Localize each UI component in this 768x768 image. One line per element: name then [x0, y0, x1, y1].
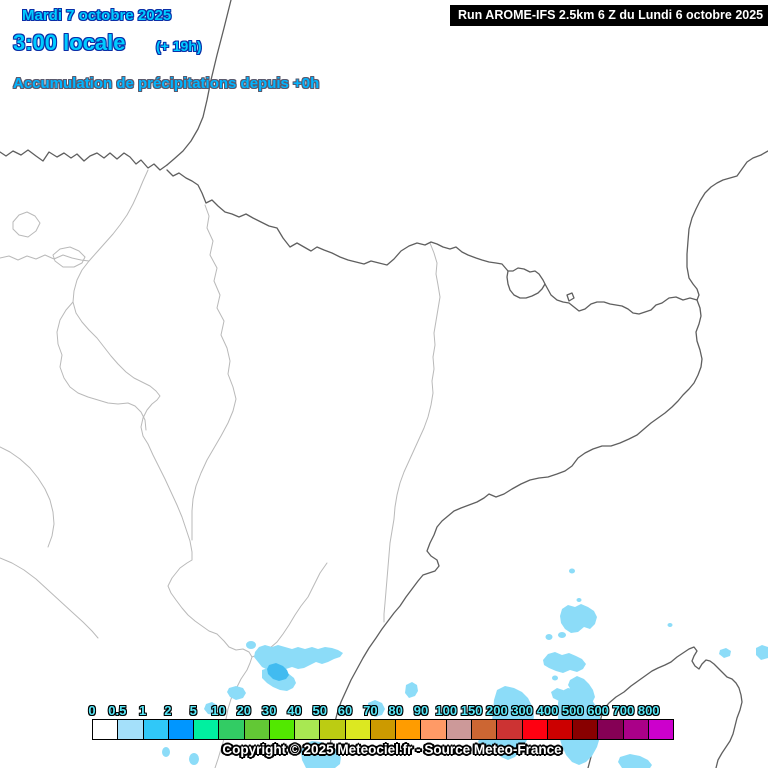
- legend-tick-1: 1: [138, 703, 147, 718]
- legend-tick-20: 20: [236, 703, 252, 718]
- legend-tick-800: 800: [637, 703, 660, 718]
- legend-swatch-500: [572, 719, 599, 740]
- legend-swatch-70: [369, 719, 397, 740]
- legend-swatch-150: [470, 719, 498, 740]
- legend-swatch-600: [597, 719, 624, 740]
- legend-tick-0.5: 0.5: [108, 703, 127, 718]
- copyright-label: Copyright © 2025 Meteociel.fr - Source M…: [222, 742, 562, 757]
- legend-tick-80: 80: [388, 703, 403, 718]
- legend-swatch-row: [92, 719, 675, 740]
- legend-label-row: 0 0.5 1 2 5 10 20 30 40 50 60 70 80 90 100 150 200 300 400…: [88, 703, 674, 718]
- model-run-banner: Run AROME-IFS 2.5km 6 Z du Lundi 6 octob…: [450, 5, 768, 26]
- legend-swatch-5: [193, 719, 220, 740]
- legend-swatch-100: [445, 719, 472, 740]
- legend-tick-0: 0: [88, 703, 96, 718]
- legend-swatch-200: [496, 719, 523, 740]
- legend-swatch-40: [294, 719, 321, 740]
- local-time-label: 3:00 locale: [13, 30, 126, 55]
- parameter-title: Accumulation de précipitations depuis +0…: [13, 75, 320, 92]
- legend-swatch-60: [344, 719, 371, 740]
- legend-tick-70: 70: [363, 703, 378, 718]
- legend-tick-50: 50: [312, 703, 327, 718]
- legend-tick-90: 90: [413, 703, 429, 718]
- legend-swatch-1: [142, 719, 169, 740]
- legend-swatch-30: [268, 719, 296, 740]
- legend-tick-700: 700: [612, 703, 635, 718]
- legend-swatch-2: [167, 719, 195, 740]
- legend-swatch-80: [395, 719, 422, 740]
- legend-tick-600: 600: [587, 703, 609, 718]
- legend-tick-100: 100: [435, 703, 458, 718]
- legend-tick-30: 30: [261, 703, 277, 718]
- forecast-offset-label: (+ 19h): [156, 38, 202, 54]
- legend-tick-150: 150: [460, 703, 483, 718]
- precipitation-legend: 0 0.5 1 2 5 10 20 30 40 50 60 70 80 90 100 150 200 300 400…: [88, 703, 675, 740]
- legend-tick-2: 2: [164, 703, 172, 718]
- date-label: Mardi 7 octobre 2025: [22, 7, 172, 24]
- legend-tick-40: 40: [287, 703, 302, 718]
- legend-tick-200: 200: [486, 703, 508, 718]
- precipitation-patches: [162, 568, 768, 768]
- legend-tick-500: 500: [561, 703, 584, 718]
- legend-swatch-800: [647, 719, 675, 740]
- legend-swatch-90: [420, 719, 447, 740]
- legend-tick-5: 5: [189, 703, 197, 718]
- legend-swatch-0.5: [117, 719, 144, 740]
- legend-tick-300: 300: [511, 703, 534, 718]
- legend-swatch-400: [546, 719, 574, 740]
- legend-tick-400: 400: [536, 703, 559, 718]
- legend-swatch-700: [622, 719, 649, 740]
- legend-swatch-20: [243, 719, 270, 740]
- legend-swatch-10: [218, 719, 245, 740]
- legend-swatch-0: [92, 719, 119, 740]
- legend-swatch-50: [319, 719, 346, 740]
- legend-tick-10: 10: [211, 703, 226, 718]
- legend-tick-60: 60: [337, 703, 353, 718]
- legend-swatch-300: [521, 719, 548, 740]
- region-borders: [0, 169, 441, 768]
